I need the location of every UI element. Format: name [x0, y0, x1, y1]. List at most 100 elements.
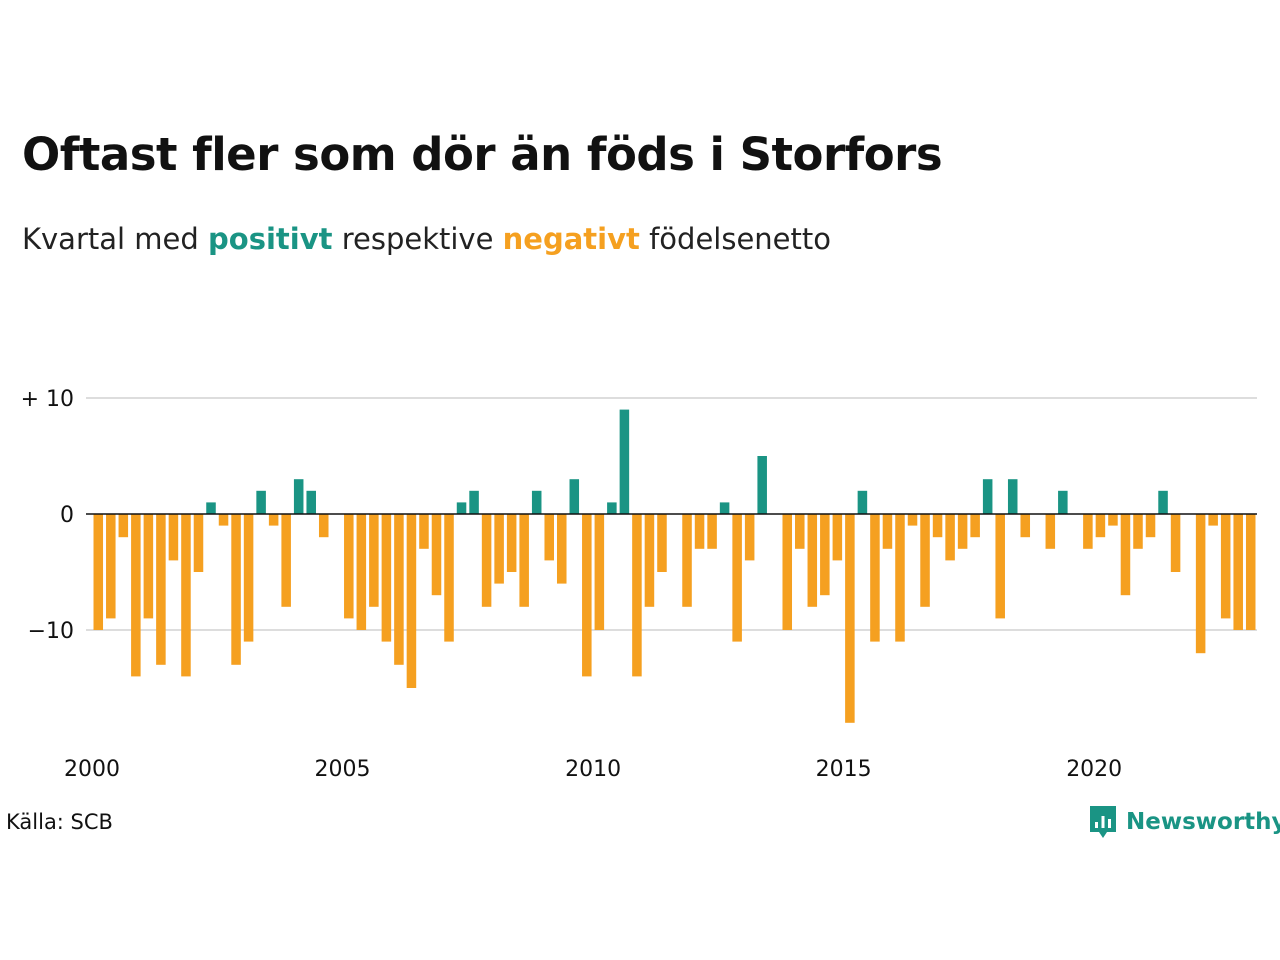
bar-negative [131, 514, 141, 677]
bar-negative [1133, 514, 1143, 549]
bar-negative [870, 514, 880, 642]
bar-negative [882, 514, 893, 549]
bar-positive [619, 409, 630, 514]
y-tick-label: + 10 [21, 387, 74, 412]
bar-negative [845, 514, 855, 723]
bar-negative [995, 514, 1005, 619]
bar-positive [531, 490, 542, 514]
bar-negative [1108, 514, 1118, 526]
bar-negative [181, 514, 191, 677]
bar-negative [93, 514, 104, 630]
bar-positive [982, 479, 993, 514]
bar-negative [506, 514, 517, 572]
bar-negative [406, 514, 417, 688]
bar-negative [118, 514, 129, 538]
bar-negative [544, 514, 554, 561]
subtitle-negative-label: negativt [502, 222, 640, 256]
bar-negative [657, 514, 667, 572]
bar-negative [218, 514, 229, 526]
bar-negative [106, 514, 116, 619]
bar-positive [607, 502, 617, 514]
bar-negative [444, 514, 454, 642]
x-axis: 2000 2005 2010 2015 2020 [64, 757, 1122, 782]
y-axis: + 10 0 −10 [21, 387, 74, 644]
bar-negative [231, 514, 241, 665]
bar-negative [644, 514, 655, 607]
bar-negative [494, 514, 504, 584]
subtitle-positive-label: positivt [208, 222, 333, 256]
bar-negative [744, 514, 755, 561]
x-tick-label: 2000 [64, 757, 120, 782]
bar-positive [569, 479, 580, 514]
bar-negative [243, 514, 254, 642]
bar-negative [344, 514, 354, 619]
bar-negative [795, 514, 805, 549]
bar-negative [556, 514, 567, 584]
subtitle-prefix: Kvartal med [22, 222, 209, 256]
bar-negative [1220, 514, 1231, 619]
bar-positive [1007, 479, 1018, 514]
bar-negative [907, 514, 918, 526]
bar-negative [820, 514, 830, 596]
bar-negative [582, 514, 592, 677]
bar-negative [920, 514, 930, 607]
y-tick-label: 0 [60, 503, 74, 528]
bar-negative [1045, 514, 1056, 549]
bar-negative [1170, 514, 1181, 572]
bar-positive [1158, 490, 1168, 514]
bar-negative [1245, 514, 1256, 630]
brand-name: Newsworthy [1126, 809, 1280, 835]
bar-negative [1233, 514, 1243, 630]
bar-negative [1208, 514, 1218, 526]
x-tick-label: 2010 [565, 757, 621, 782]
x-tick-label: 2020 [1066, 757, 1122, 782]
bar-negative [1145, 514, 1156, 538]
bar-negative [1083, 514, 1093, 549]
bar-positive [256, 490, 266, 514]
bar-negative [281, 514, 291, 607]
bar-positive [857, 490, 868, 514]
chart-subtitle: Kvartal med positivt respektive negativt… [22, 222, 831, 256]
bar-negative [431, 514, 442, 596]
subtitle-middle: respektive [332, 222, 503, 256]
bar-positive [456, 502, 467, 514]
bar-positive [469, 490, 479, 514]
bar-negative [168, 514, 179, 561]
bar-negative [632, 514, 642, 677]
bar-negative [1195, 514, 1206, 654]
bar-negative [957, 514, 968, 549]
bar-positive [757, 456, 767, 514]
bar-negative [970, 514, 980, 538]
bar-negative [832, 514, 843, 561]
bar-negative [419, 514, 429, 549]
bar-negative [895, 514, 905, 642]
gridlines [86, 397, 1257, 631]
bar-positive [719, 502, 730, 514]
bar-negative [1020, 514, 1031, 538]
bar-negative [932, 514, 943, 538]
brand-logo: Newsworthy [1088, 804, 1280, 840]
bar-negative [1120, 514, 1131, 596]
chart-title: Oftast fler som dör än föds i Storfors [22, 128, 943, 181]
bar-negative [268, 514, 279, 526]
bar-negative [156, 514, 166, 665]
bar-positive [293, 479, 304, 514]
bar-negative [193, 514, 204, 572]
bar-positive [1058, 490, 1068, 514]
bar-negative [682, 514, 692, 607]
bar-positive [206, 502, 216, 514]
bar-negative [318, 514, 329, 538]
bar-negative [807, 514, 818, 607]
newsworthy-logo-icon [1090, 806, 1116, 838]
bar-negative [519, 514, 529, 607]
bar-negative [782, 514, 793, 630]
bar-positive [306, 490, 316, 514]
bars [93, 409, 1256, 723]
bar-negative [732, 514, 742, 642]
bar-negative [369, 514, 379, 607]
bar-negative [356, 514, 367, 630]
bar-negative [481, 514, 492, 607]
bar-negative [143, 514, 154, 619]
bar-negative [945, 514, 955, 561]
